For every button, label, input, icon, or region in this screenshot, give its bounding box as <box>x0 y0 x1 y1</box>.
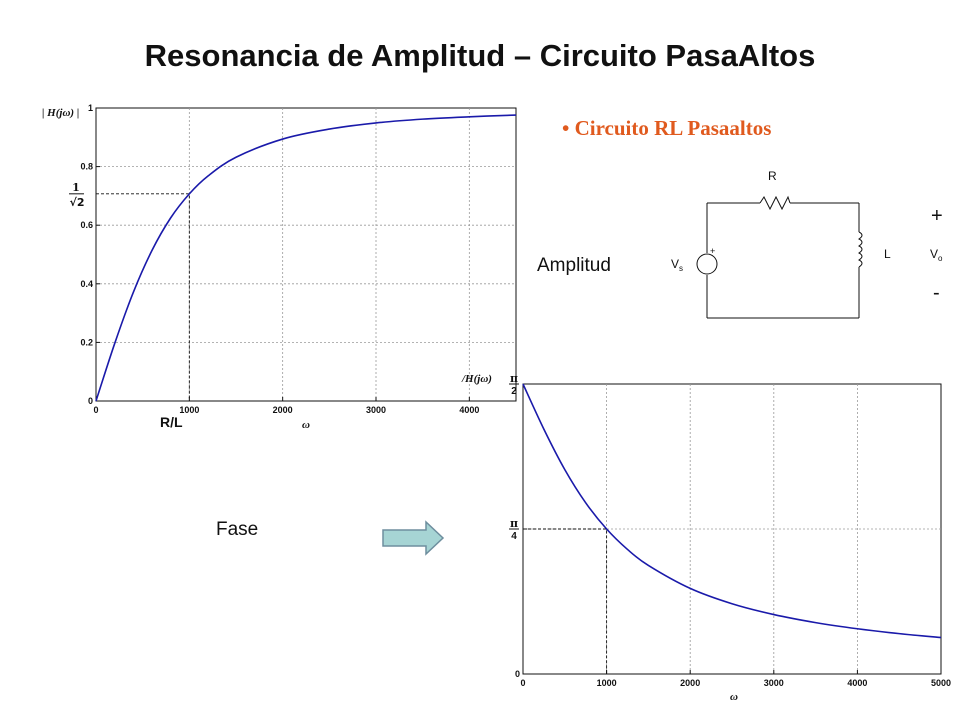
y-tick-denominator: 2 <box>511 386 517 397</box>
x-tick-label: 1000 <box>597 678 617 688</box>
phase-label: Fase <box>216 519 259 540</box>
y-tick-label: 0.4 <box>80 279 93 289</box>
special-y-tick-label: 1√2 <box>69 181 85 209</box>
circuit-bullet: • Circuito RL Pasaaltos <box>562 116 772 140</box>
y-tick-label: 0.8 <box>80 162 93 172</box>
x-tick-label: 2000 <box>273 405 293 415</box>
output-minus-sign: - <box>933 282 940 304</box>
y-tick-label: 0.2 <box>80 337 93 347</box>
arrow-icon <box>382 520 445 556</box>
special-y-numerator: 1 <box>72 181 80 194</box>
marker-dashed-line <box>96 193 190 401</box>
vo-subscript: o <box>938 254 943 263</box>
rl-marker-label: R/L <box>160 414 183 430</box>
magnitude-x-axis-label: ω <box>302 419 310 431</box>
phase-plot-background <box>518 384 941 676</box>
series-line <box>95 114 517 402</box>
output-plus-sign: + <box>931 205 943 227</box>
phase-curve-group <box>522 383 942 674</box>
marker-dashed-line <box>523 528 608 674</box>
amplitude-label: Amplitud <box>537 255 611 276</box>
special-y-denominator: √2 <box>70 196 85 209</box>
y-tick-label: π4 <box>509 517 519 542</box>
voltage-source-symbol <box>696 253 718 275</box>
resistor-symbol <box>759 195 791 211</box>
resistor-label: R <box>768 169 777 183</box>
y-tick-label: 0 <box>515 669 520 679</box>
y-tick-numerator: π <box>510 517 518 530</box>
y-tick-label: π2 <box>509 372 519 397</box>
phase-x-axis-label: ω <box>730 691 738 703</box>
vo-main: V <box>930 247 938 261</box>
vs-subscript: s <box>679 264 683 273</box>
x-tick-label: 4000 <box>459 405 479 415</box>
x-tick-label: 0 <box>93 405 98 415</box>
plot-frame <box>95 107 517 402</box>
inductor-symbol <box>858 231 863 268</box>
x-tick-label: 3000 <box>366 405 386 415</box>
y-tick-numerator: π <box>510 372 518 385</box>
x-tick-label: 0 <box>520 678 525 688</box>
slide-title: Resonancia de Amplitud – Circuito PasaAl… <box>144 38 816 73</box>
phase-y-axis-label: /H(jω) <box>461 373 492 385</box>
vs-main: V <box>671 257 679 271</box>
magnitude-grid <box>95 107 517 402</box>
y-tick-label: 0.6 <box>80 220 93 230</box>
output-voltage-label: Vo <box>930 247 943 263</box>
x-tick-label: 3000 <box>764 678 784 688</box>
x-tick-label: 2000 <box>680 678 700 688</box>
x-tick-label: 4000 <box>847 678 867 688</box>
y-tick-label: 1 <box>88 103 93 113</box>
source-plus-label: + <box>710 246 715 256</box>
x-tick-label: 5000 <box>931 678 951 688</box>
rl-circuit-diagram <box>696 195 863 319</box>
x-tick-label: 1000 <box>179 405 199 415</box>
source-voltage-label: Vs <box>671 257 683 273</box>
inductor-label: L <box>884 247 891 261</box>
y-tick-label: 0 <box>88 396 93 406</box>
magnitude-y-axis-label: | H(jω) | <box>42 107 79 119</box>
magnitude-curve-group <box>95 114 517 402</box>
series-line <box>522 383 942 639</box>
y-tick-denominator: 4 <box>511 531 517 542</box>
